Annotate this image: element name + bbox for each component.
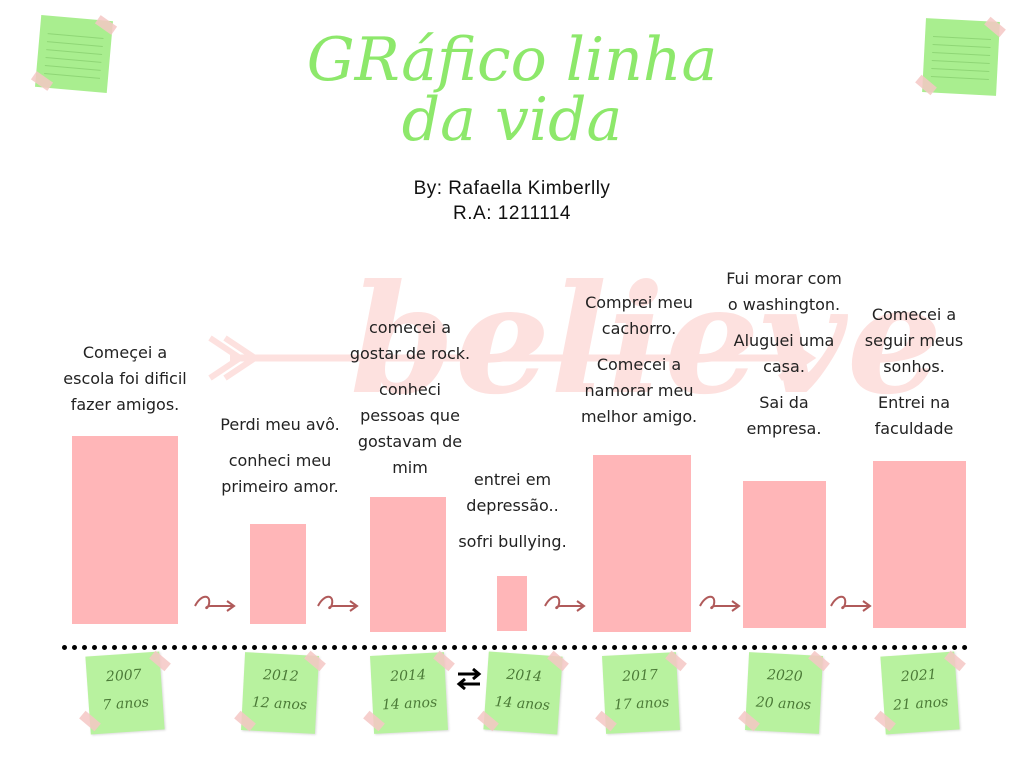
timeline-dotted-line [62, 645, 968, 650]
caption-line: gostavam de [357, 432, 463, 451]
year-label: 2014 [389, 667, 427, 685]
author-byline: By: Rafaella Kimberlly [413, 178, 611, 199]
caption-line: empresa. [746, 419, 822, 438]
caption-line: Aluguei uma [733, 331, 835, 350]
caption-line [852, 380, 976, 390]
event-bar-6 [743, 481, 826, 628]
year-label: 2012 [262, 667, 300, 685]
page-title-line2: da vida [401, 85, 623, 155]
caption-line: fazer amigos. [70, 395, 180, 414]
caption-line: Fui morar com [726, 269, 842, 288]
event-caption-5: Comprei meu cachorro. Comecei a namorar meu… [565, 290, 713, 430]
caption-line [712, 318, 856, 328]
caption-line: Entrei na [877, 393, 951, 412]
event-bar-7 [873, 461, 966, 628]
caption-line [712, 380, 856, 390]
caption-line: entrei em [473, 470, 552, 489]
curly-arrow-icon [699, 595, 741, 612]
event-caption-3: comecei a gostar de rock. conheci pessoas q… [330, 315, 490, 481]
caption-line [445, 519, 580, 529]
event-caption-4: entrei em depressão.. sofri bullying. [445, 467, 580, 555]
caption-line: conheci meu [228, 451, 332, 470]
event-caption-7: Comecei a seguir meus sonhos. Entrei na facu… [852, 302, 976, 442]
sticky-note-decoration-left [34, 14, 114, 94]
page-title-line1: GRáfico linha [306, 25, 718, 95]
caption-line: seguir meus [864, 331, 964, 350]
event-bar-4 [497, 576, 527, 631]
caption-line: sonhos. [883, 357, 945, 376]
caption-line: comecei a [369, 318, 451, 337]
caption-line: o washington. [727, 295, 841, 314]
event-bar-5 [593, 455, 691, 632]
year-label: 2017 [621, 667, 659, 685]
year-label: 2020 [766, 667, 804, 685]
curly-arrow-icon [544, 595, 586, 612]
caption-line: primeiro amor. [221, 477, 339, 496]
event-caption-6: Fui morar com o washington. Aluguei uma cas… [712, 266, 856, 442]
caption-line: gostar de rock. [349, 344, 471, 363]
year-label: 2014 [505, 666, 543, 686]
caption-line: sofri bullying. [458, 532, 567, 551]
event-caption-2: Perdi meu avô. conheci meu primeiro amor. [205, 412, 355, 500]
event-bar-1 [72, 436, 178, 624]
caption-line: Sai da [759, 393, 809, 412]
caption-line: pessoas que [360, 406, 460, 425]
caption-line: escola foi dificil [63, 369, 187, 388]
curly-arrow-icon [194, 595, 236, 612]
caption-line [330, 367, 490, 377]
caption-line: casa. [763, 357, 805, 376]
event-caption-1: Começei a escola foi dificil fazer amigos. [45, 340, 205, 418]
caption-line: faculdade [874, 419, 954, 438]
student-id: R.A: 1211114 [453, 203, 571, 224]
age-label: 17 anos [613, 694, 670, 714]
year-label: 2021 [900, 666, 938, 686]
sticky-note-decoration-right [922, 18, 1000, 96]
caption-line: depressão.. [466, 496, 559, 515]
age-label: 7 anos [102, 694, 150, 714]
believe-watermark: believe [350, 252, 943, 428]
age-label: 14 anos [381, 694, 438, 714]
caption-line: namorar meu [584, 381, 694, 400]
event-bar-2 [250, 524, 306, 624]
caption-line: Começei a [82, 343, 168, 362]
caption-line [565, 342, 713, 352]
caption-line: cachorro. [601, 319, 677, 338]
caption-line: conheci [379, 380, 441, 399]
caption-line: Comprei meu [585, 293, 693, 312]
year-label: 2007 [105, 666, 143, 686]
caption-line: mim [392, 458, 428, 477]
age-label: 14 anos [494, 694, 551, 714]
caption-line: Comecei a [596, 355, 682, 374]
age-label: 12 anos [251, 694, 308, 714]
curly-arrow-icon [317, 595, 359, 612]
watermark-arrow-icon [208, 335, 817, 381]
curly-arrow-icon [830, 595, 872, 612]
swap-arrows-icon [456, 668, 482, 690]
caption-line: Comecei a [871, 305, 957, 324]
caption-line: Perdi meu avô. [220, 415, 340, 434]
event-bar-3 [370, 497, 446, 632]
caption-line: melhor amigo. [580, 407, 698, 426]
age-label: 20 anos [755, 694, 812, 714]
age-label: 21 anos [892, 694, 949, 714]
